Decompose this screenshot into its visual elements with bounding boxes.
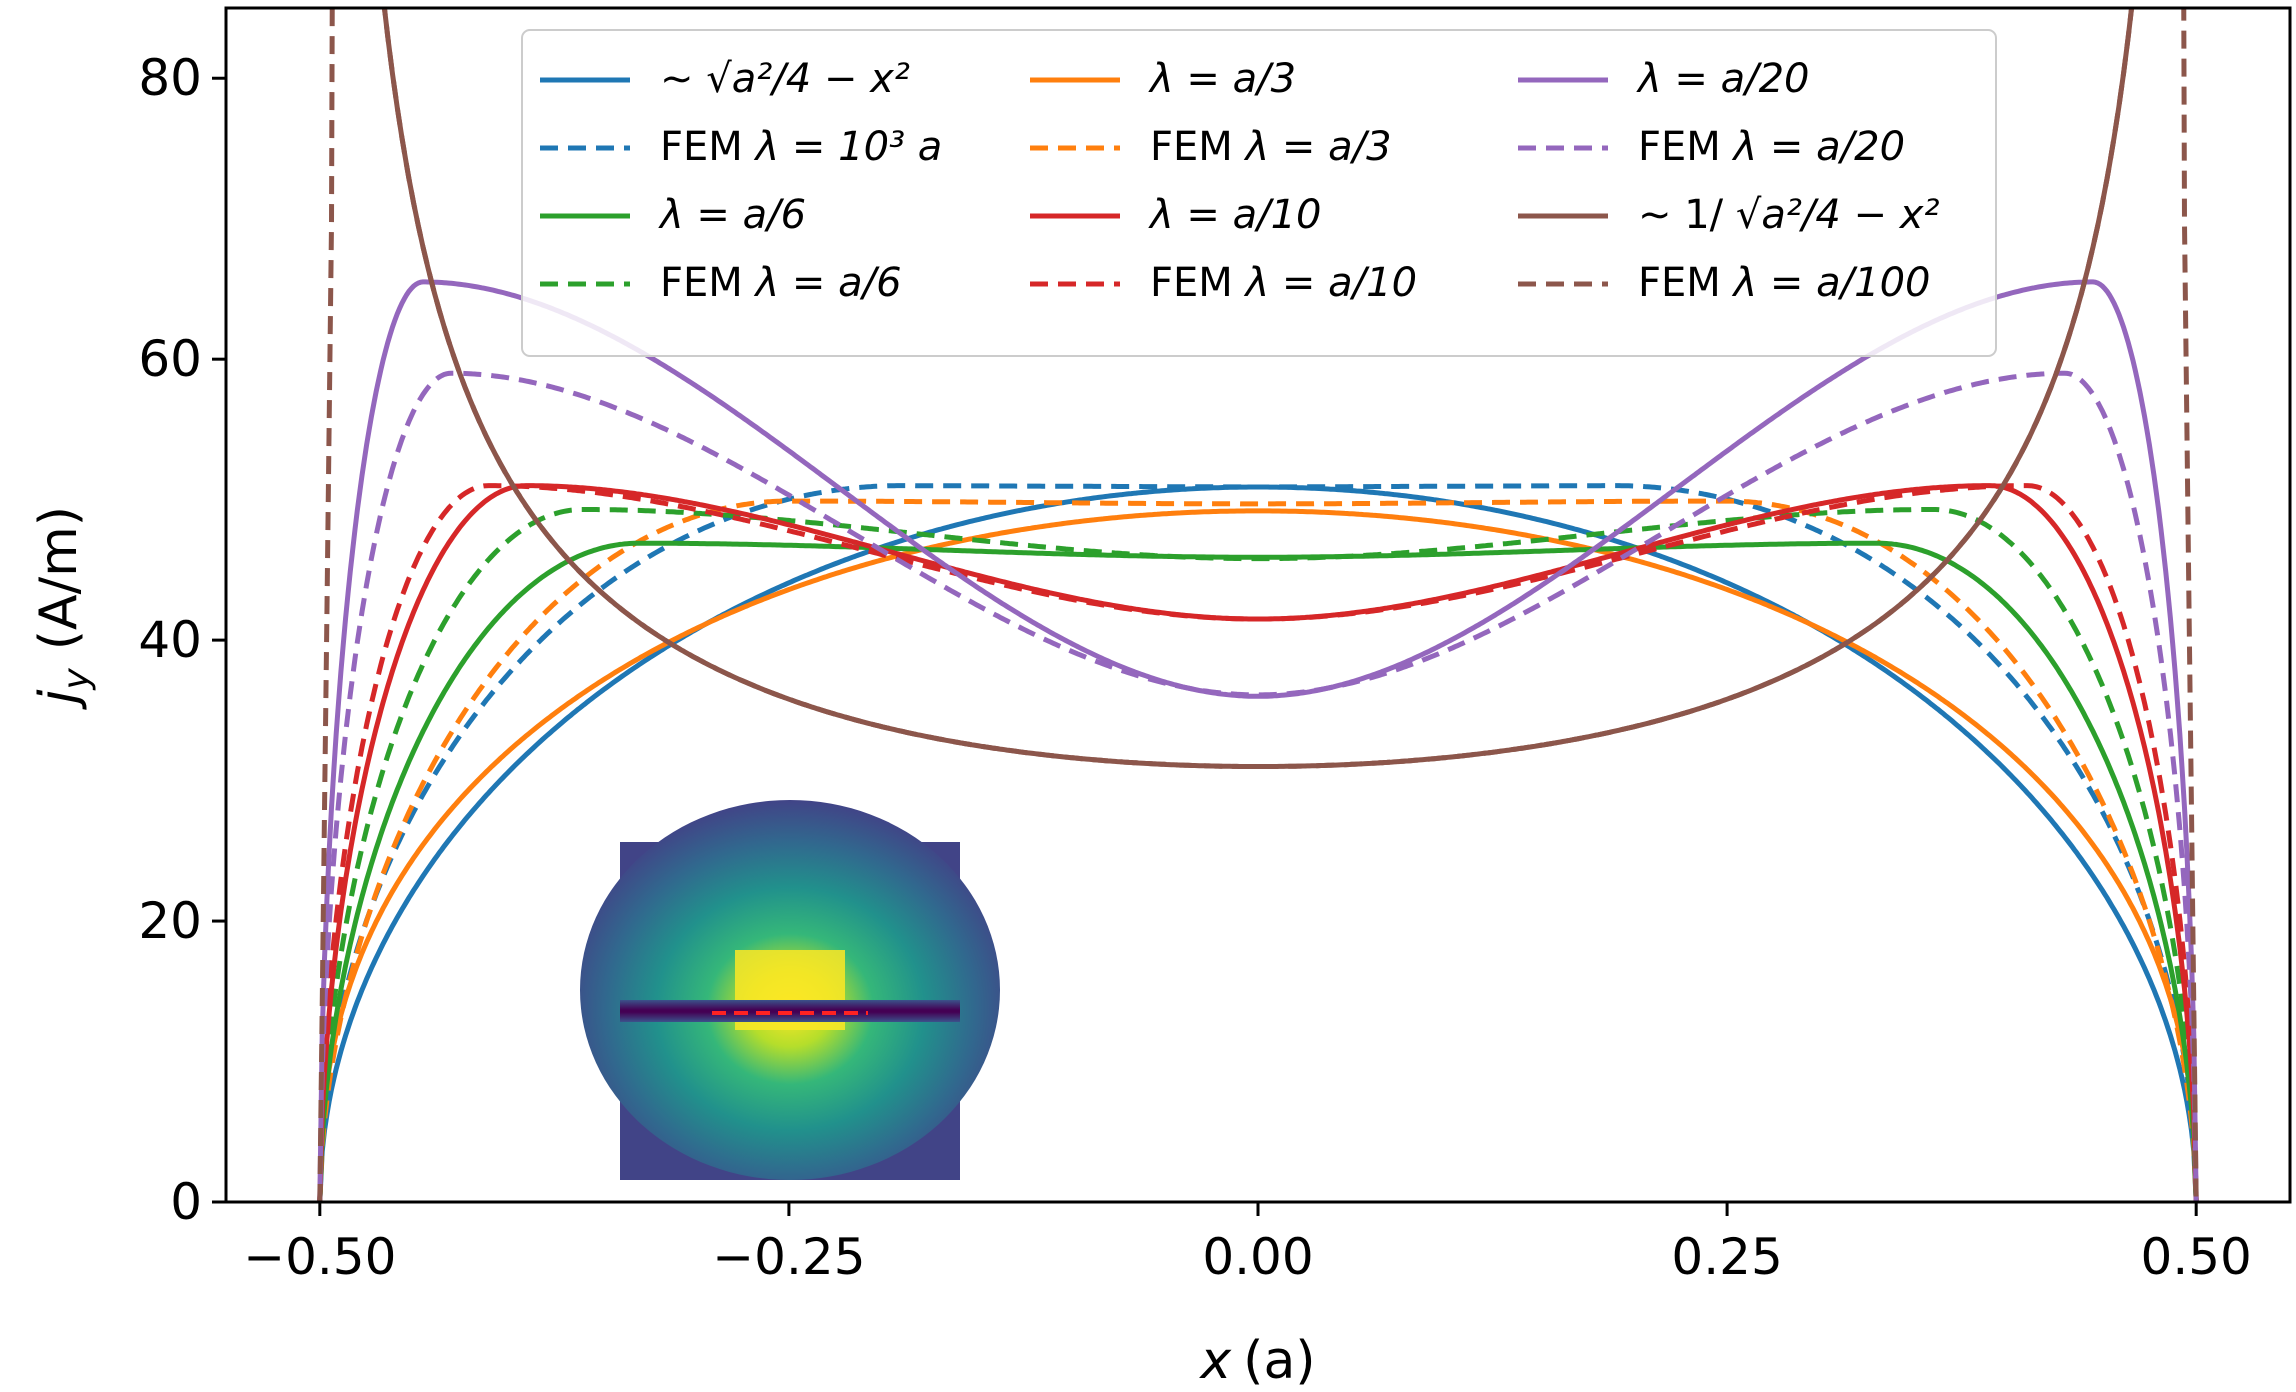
legend-label-lam_a3: λ = a/3 xyxy=(1148,56,1296,102)
legend-label-fem_a10: FEM λ = a/10 xyxy=(1150,260,1417,306)
legend-label-fem_a100: FEM λ = a/100 xyxy=(1638,260,1930,306)
legend-label-fem_1e3: FEM λ = 10³ a xyxy=(660,124,942,170)
series-line-fem_1e3 xyxy=(317,483,2199,1202)
legend-label-lam_a6: λ = a/6 xyxy=(658,192,806,238)
x-tick-label: 0.50 xyxy=(2141,1228,2252,1286)
series-line-fem_a20 xyxy=(317,370,2199,1202)
series-line-fem_a3 xyxy=(317,498,2199,1202)
legend-label-fem_a6: FEM λ = a/6 xyxy=(660,260,902,306)
x-axis-title: x (a) xyxy=(1198,1331,1315,1391)
series-line-fem_a6 xyxy=(317,507,2199,1202)
y-tick-label: 0 xyxy=(170,1173,202,1231)
series-line-fem_a100 xyxy=(317,8,2199,1202)
current-density-inset xyxy=(580,800,1000,1180)
series-line-lam_a3 xyxy=(317,508,2199,1202)
x-tick-label: −0.50 xyxy=(243,1228,396,1286)
y-axis-ticks: 0 20 40 60 80 xyxy=(138,49,226,1231)
legend-label-analytic_inv: ∼ 1/ √a²/4 − x² xyxy=(1638,192,1940,238)
x-axis-ticks: −0.50 −0.25 0.00 0.25 0.50 xyxy=(243,1202,2252,1286)
legend-label-analytic_sqrt: ∼ √a²/4 − x² xyxy=(660,56,910,102)
y-tick-label: 60 xyxy=(138,330,202,388)
x-tick-label: 0.25 xyxy=(1671,1228,1782,1286)
legend-label-lam_a20: λ = a/20 xyxy=(1636,56,1810,102)
legend-box xyxy=(521,29,1997,357)
y-tick-label: 20 xyxy=(138,892,202,950)
legend-label-fem_a20: FEM λ = a/20 xyxy=(1638,124,1905,170)
x-tick-label: −0.25 xyxy=(712,1228,865,1286)
x-tick-label: 0.00 xyxy=(1202,1228,1313,1286)
y-axis-title: jy(A/m) xyxy=(29,506,97,710)
y-tick-label: 40 xyxy=(138,611,202,669)
series-layer xyxy=(317,8,2199,1202)
legend-label-lam_a10: λ = a/10 xyxy=(1148,192,1322,238)
series-line-fem_a10 xyxy=(317,483,2199,1202)
legend: ∼ √a²/4 − x² FEM λ = 10³ a λ = a/3 FEM λ = … xyxy=(521,29,1997,357)
series-line-lam_a6 xyxy=(317,540,2199,1202)
legend-label-fem_a3: FEM λ = a/3 xyxy=(1150,124,1392,170)
y-tick-label: 80 xyxy=(138,49,202,107)
